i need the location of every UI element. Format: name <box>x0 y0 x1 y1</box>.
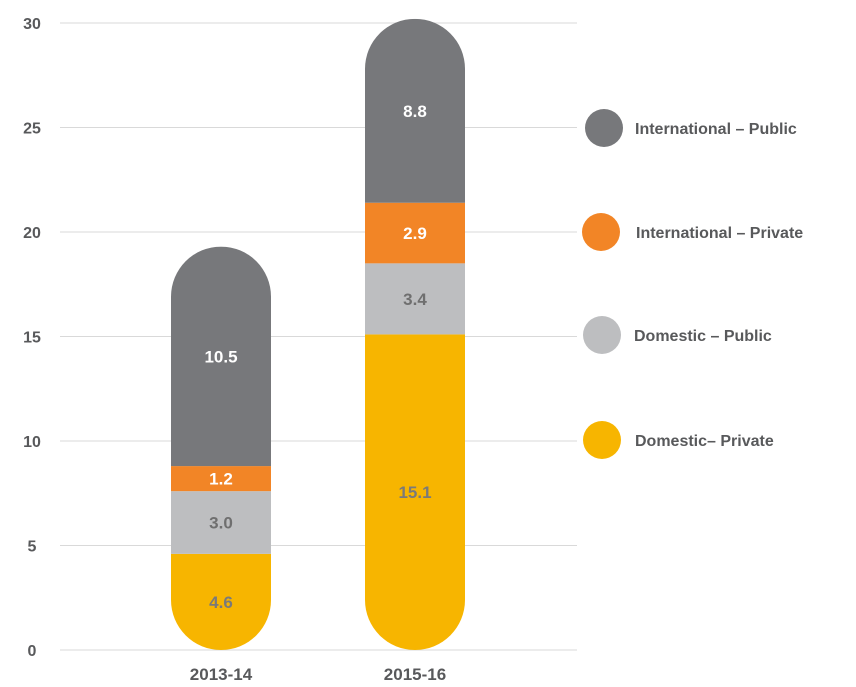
legend-label: Domestic – Public <box>634 328 772 345</box>
y-tick-label: 5 <box>28 539 37 556</box>
legend-item: Domestic– Private <box>583 421 774 459</box>
legend-label: International – Private <box>636 225 803 242</box>
legend-label: Domestic– Private <box>635 433 774 450</box>
x-tick-label: 2015-16 <box>384 665 446 682</box>
y-tick-label: 15 <box>23 330 41 347</box>
x-tick-label: 2013-14 <box>190 665 253 682</box>
bar-segment <box>365 18 465 203</box>
bar-stack <box>171 246 271 650</box>
bar-segment <box>171 553 271 650</box>
data-label: 3.4 <box>403 290 427 309</box>
legend-item: Domestic – Public <box>583 316 772 354</box>
bars: 4.6 3.0 1.2 10.5 15.1 3.4 2.9 8.8 <box>171 18 465 650</box>
y-tick-label: 30 <box>23 16 41 33</box>
legend-swatch <box>583 316 621 354</box>
y-tick-label: 20 <box>23 225 41 242</box>
legend-swatch <box>585 109 623 147</box>
legend-label: International – Public <box>635 121 797 138</box>
data-label: 15.1 <box>398 483 431 502</box>
bar-segment <box>365 202 465 264</box>
data-label: 4.6 <box>209 593 233 612</box>
bar-segment <box>171 466 271 492</box>
data-label: 8.8 <box>403 102 427 121</box>
bar-segment <box>171 491 271 554</box>
y-tick-label: 0 <box>28 643 37 660</box>
bar-segment <box>365 334 465 650</box>
data-label: 10.5 <box>204 347 237 366</box>
data-label: 1.2 <box>209 470 233 489</box>
bar-segment <box>365 263 465 335</box>
legend-swatch <box>582 213 620 251</box>
data-label: 2.9 <box>403 224 427 243</box>
legend-item: International – Private <box>582 213 803 251</box>
legend-item: International – Public <box>585 109 797 147</box>
y-tick-label: 25 <box>23 121 41 138</box>
legend: International – Public International – Pr… <box>582 109 803 459</box>
bar-segment <box>171 246 271 467</box>
bar-stack <box>365 18 465 650</box>
y-axis-ticks: 0 5 10 15 20 25 30 <box>23 16 41 660</box>
gridlines <box>60 22 577 651</box>
legend-swatch <box>583 421 621 459</box>
y-tick-label: 10 <box>23 434 41 451</box>
x-axis-ticks: 2013-14 2015-16 <box>190 665 446 684</box>
data-label: 3.0 <box>209 514 233 533</box>
